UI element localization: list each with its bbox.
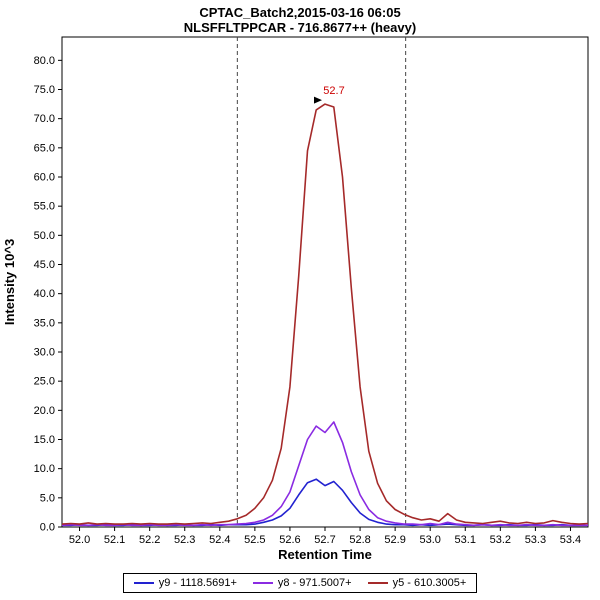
- legend-item-1: y8 - 971.5007+: [252, 577, 352, 589]
- legend-row: y9 - 1118.5691+ y8 - 971.5007+ y5 - 610.30…: [0, 573, 600, 593]
- y-tick-label: 10.0: [34, 463, 55, 475]
- legend-swatch-icon: [252, 582, 273, 584]
- y-tick-label: 65.0: [34, 142, 55, 154]
- y-tick-label: 30.0: [34, 347, 55, 359]
- y-tick-label: 5.0: [40, 492, 55, 504]
- x-tick-label: 53.1: [455, 534, 476, 546]
- x-tick-label: 52.3: [174, 534, 195, 546]
- chart-subtitle: NLSFFLTPPCAR - 716.8677++ (heavy): [183, 20, 417, 35]
- peak-rt-label: 52.7: [323, 85, 344, 97]
- y-tick-label: 55.0: [34, 201, 55, 213]
- y-tick-label: 15.0: [34, 434, 55, 446]
- legend-swatch-icon: [133, 582, 154, 584]
- y-tick-label: 35.0: [34, 317, 55, 329]
- legend-item-2: y5 - 610.3005+: [367, 577, 467, 589]
- chart-header: CPTAC_Batch2,2015-03-16 06:05 NLSFFLTPPC…: [0, 0, 600, 35]
- legend: y9 - 1118.5691+ y8 - 971.5007+ y5 - 610.30…: [122, 573, 478, 593]
- x-tick-label: 52.4: [209, 534, 230, 546]
- chromatogram-plot[interactable]: 0.0 5.0 10.0 15.0 20.0 25.0 30.0 35.0 40.0 45.0 50…: [0, 35, 600, 567]
- series-line-0: [62, 478, 588, 527]
- y-tick-label: 0.0: [40, 522, 55, 534]
- y-tick-label: 60.0: [34, 172, 55, 184]
- legend-item-0: y9 - 1118.5691+: [133, 577, 237, 589]
- x-tick-label: 52.7: [314, 534, 335, 546]
- series-line-2: [61, 103, 589, 525]
- x-tick-label: 53.4: [560, 534, 581, 546]
- y-tick-label: 25.0: [34, 376, 55, 388]
- x-tick-label: 52.8: [349, 534, 370, 546]
- peak-arrow-icon: [314, 96, 322, 104]
- x-tick-label: 52.2: [139, 534, 160, 546]
- x-axis-title: Retention Time: [278, 547, 372, 562]
- legend-label: y9 - 1118.5691+: [158, 577, 237, 589]
- legend-swatch-icon: [367, 582, 388, 584]
- legend-label: y5 - 610.3005+: [392, 577, 467, 589]
- x-tick-label: 53.3: [525, 534, 546, 546]
- x-tick-label: 53.0: [419, 534, 440, 546]
- y-tick-label: 75.0: [34, 84, 55, 96]
- plot-frame: [61, 36, 589, 528]
- y-tick-label: 70.0: [34, 113, 55, 125]
- legend-label: y8 - 971.5007+: [277, 577, 352, 589]
- x-tick-label: 52.1: [104, 534, 125, 546]
- y-tick-label: 50.0: [34, 230, 55, 242]
- x-tick-label: 52.6: [279, 534, 300, 546]
- y-tick-label: 40.0: [34, 288, 55, 300]
- chart-title: CPTAC_Batch2,2015-03-16 06:05: [199, 5, 401, 20]
- x-tick-label: 52.5: [244, 534, 265, 546]
- x-tick-label: 52.0: [69, 534, 90, 546]
- y-axis-title: Intensity 10^3: [2, 239, 17, 325]
- series-line-1: [61, 421, 588, 527]
- x-tick-label: 52.9: [384, 534, 405, 546]
- y-tick-label: 45.0: [34, 259, 55, 271]
- x-tick-label: 53.2: [490, 534, 511, 546]
- y-tick-label: 20.0: [34, 405, 55, 417]
- y-tick-label: 80.0: [34, 55, 55, 67]
